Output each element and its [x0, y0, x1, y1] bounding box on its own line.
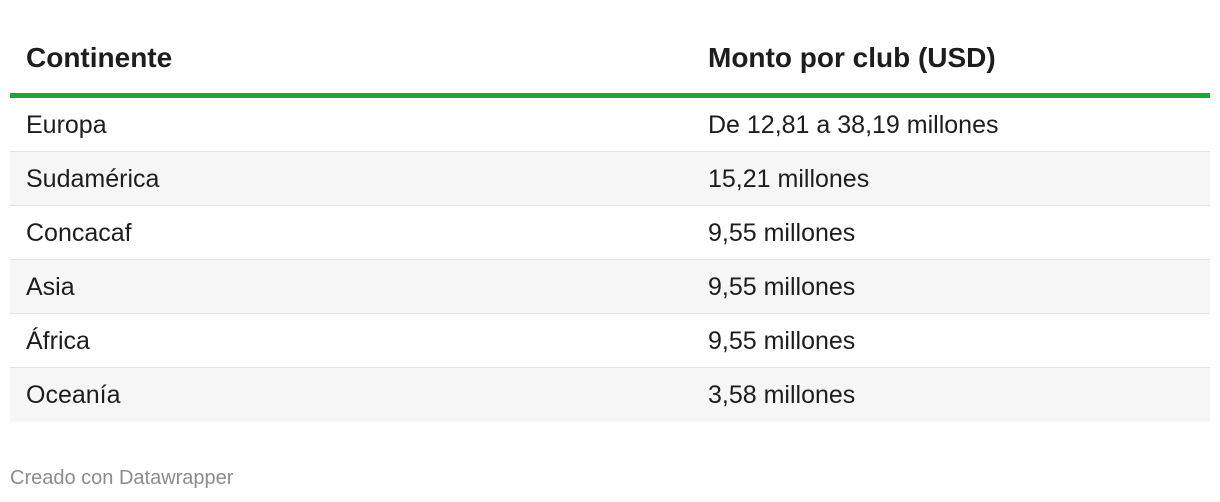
table-cell-monto: 9,55 millones — [708, 272, 856, 301]
table-cell-monto: 15,21 millones — [708, 164, 870, 193]
column-header-monto: Monto por club (USD) — [708, 42, 996, 73]
table-cell-continente: Sudamérica — [26, 164, 160, 193]
datawrapper-credit: Creado con Datawrapper — [10, 467, 234, 489]
table-cell-continente: Concacaf — [26, 218, 132, 247]
table-cell-continente: Asia — [26, 272, 75, 301]
table-row: Sudamérica 15,21 millones — [10, 152, 1210, 206]
table-row: Oceanía 3,58 millones — [10, 368, 1210, 422]
data-table: Continente Monto por club (USD) Europa D… — [10, 0, 1210, 422]
table-cell-monto: De 12,81 a 38,19 millones — [708, 110, 999, 139]
table-row: Asia 9,55 millones — [10, 260, 1210, 314]
table-cell-monto: 9,55 millones — [708, 326, 856, 355]
table-cell-continente: Europa — [26, 110, 107, 139]
table-cell-monto: 9,55 millones — [708, 218, 856, 247]
table-cell-monto: 3,58 millones — [708, 381, 856, 409]
table-row: Europa De 12,81 a 38,19 millones — [10, 98, 1210, 152]
table-cell-continente: África — [26, 326, 90, 355]
table-cell-continente: Oceanía — [26, 381, 121, 409]
column-header-continente: Continente — [26, 42, 173, 73]
table-header-row: Continente Monto por club (USD) — [10, 0, 1210, 98]
table-row: Concacaf 9,55 millones — [10, 206, 1210, 260]
table-row: África 9,55 millones — [10, 314, 1210, 368]
